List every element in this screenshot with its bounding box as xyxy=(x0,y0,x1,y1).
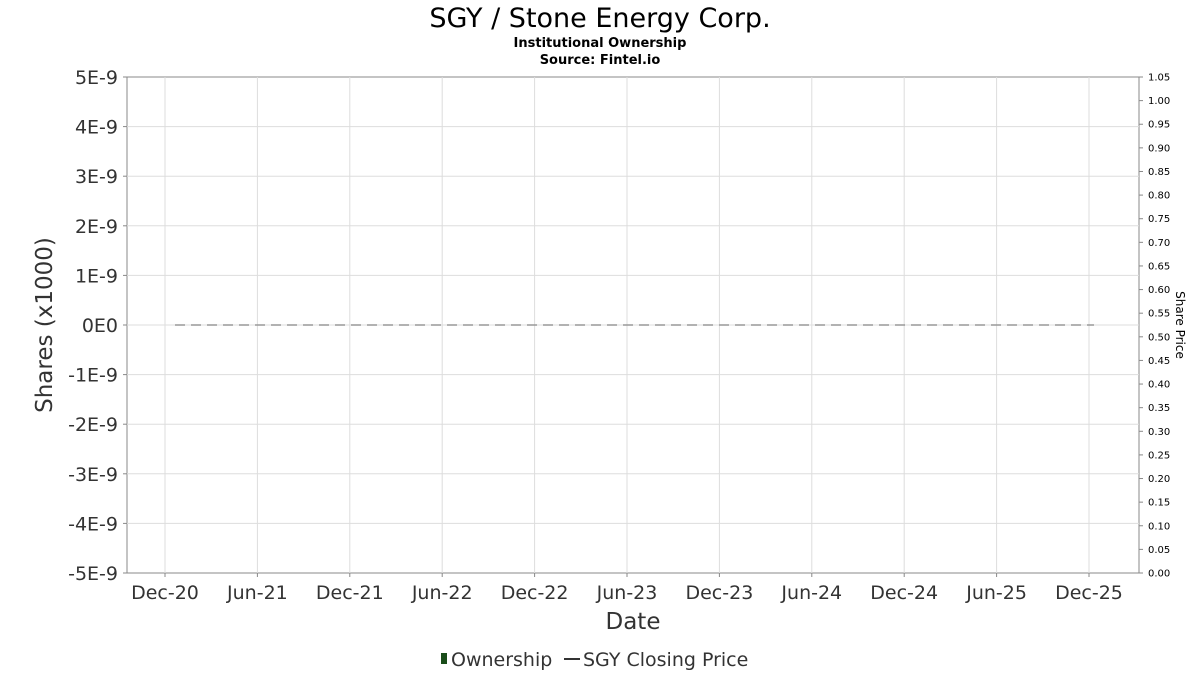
x-tick-label: Dec-24 xyxy=(870,582,938,604)
y2-tick-label: 0.70 xyxy=(1148,238,1170,249)
y2-tick-label: 0.35 xyxy=(1148,403,1170,414)
y-tick-label: -3E-9 xyxy=(68,464,118,486)
chart-title: SGY / Stone Energy Corp. xyxy=(429,3,770,34)
y-axis-label: Shares (x1000) xyxy=(32,237,58,413)
x-tick-label: Jun-23 xyxy=(596,582,658,604)
y2-tick-label: 0.50 xyxy=(1148,332,1170,343)
y-tick-label: 5E-9 xyxy=(75,67,118,89)
chart-subtitle: Institutional Ownership xyxy=(514,36,687,51)
y2-tick-label: 0.90 xyxy=(1148,143,1170,154)
legend-price-label: SGY Closing Price xyxy=(583,649,748,671)
x-tick-label: Dec-23 xyxy=(685,582,753,604)
y2-tick-label: 0.10 xyxy=(1148,521,1170,532)
y2-tick-label: 0.00 xyxy=(1148,569,1170,580)
legend-ownership-swatch xyxy=(441,653,447,664)
x-tick-label: Dec-21 xyxy=(316,582,384,604)
y2-tick-label: 0.40 xyxy=(1148,380,1170,391)
x-tick-label: Jun-24 xyxy=(780,582,842,604)
y2-tick-label: 1.00 xyxy=(1148,96,1170,107)
x-tick-label: Jun-25 xyxy=(965,582,1027,604)
y2-axis-label: Share Price xyxy=(1173,291,1187,359)
y-tick-label: 2E-9 xyxy=(75,216,118,238)
y2-tick-label: 0.80 xyxy=(1148,191,1170,202)
y-tick-label: 4E-9 xyxy=(75,117,118,139)
y-tick-label: -5E-9 xyxy=(68,563,118,585)
y-tick-label: 0E0 xyxy=(82,315,118,337)
y2-tick-label: 1.05 xyxy=(1148,73,1170,84)
y-tick-label: -1E-9 xyxy=(68,365,118,387)
y2-tick-label: 0.15 xyxy=(1148,498,1170,509)
y2-tick-label: 0.25 xyxy=(1148,450,1170,461)
chart-source: Source: Fintel.io xyxy=(540,53,661,68)
x-tick-label: Jun-21 xyxy=(226,582,288,604)
right-axis: 1.05 1.00 0.95 0.90 0.85 0.80 0.75 0.70 0.65 0.60… xyxy=(1139,73,1170,580)
y2-tick-label: 0.05 xyxy=(1148,545,1170,556)
y2-tick-label: 0.20 xyxy=(1148,474,1170,485)
y2-tick-label: 0.45 xyxy=(1148,356,1170,367)
x-tick-label: Jun-22 xyxy=(411,582,473,604)
legend: Ownership SGY Closing Price xyxy=(441,649,748,671)
x-axis-label: Date xyxy=(606,609,661,635)
legend-ownership-label: Ownership xyxy=(451,649,552,671)
y2-tick-label: 0.95 xyxy=(1148,120,1170,131)
y2-tick-label: 0.30 xyxy=(1148,427,1170,438)
y2-tick-label: 0.60 xyxy=(1148,285,1170,296)
y-tick-label: -2E-9 xyxy=(68,414,118,436)
y-tick-label: -4E-9 xyxy=(68,513,118,535)
x-axis: Dec-20 Jun-21 Dec-21 Jun-22 Dec-22 Jun-23 Dec-… xyxy=(131,573,1123,604)
y2-tick-label: 0.85 xyxy=(1148,167,1170,178)
y-tick-label: 1E-9 xyxy=(75,265,118,287)
x-tick-label: Dec-22 xyxy=(501,582,569,604)
y2-tick-label: 0.55 xyxy=(1148,309,1170,320)
y-tick-label: 3E-9 xyxy=(75,166,118,188)
y2-tick-label: 0.75 xyxy=(1148,214,1170,225)
left-axis: 5E-9 4E-9 3E-9 2E-9 1E-9 0E0 -1E-9 -2E-9 -3E-9 -4… xyxy=(68,67,127,585)
x-tick-label: Dec-25 xyxy=(1055,582,1123,604)
y2-tick-label: 0.65 xyxy=(1148,261,1170,272)
x-tick-label: Dec-20 xyxy=(131,582,199,604)
